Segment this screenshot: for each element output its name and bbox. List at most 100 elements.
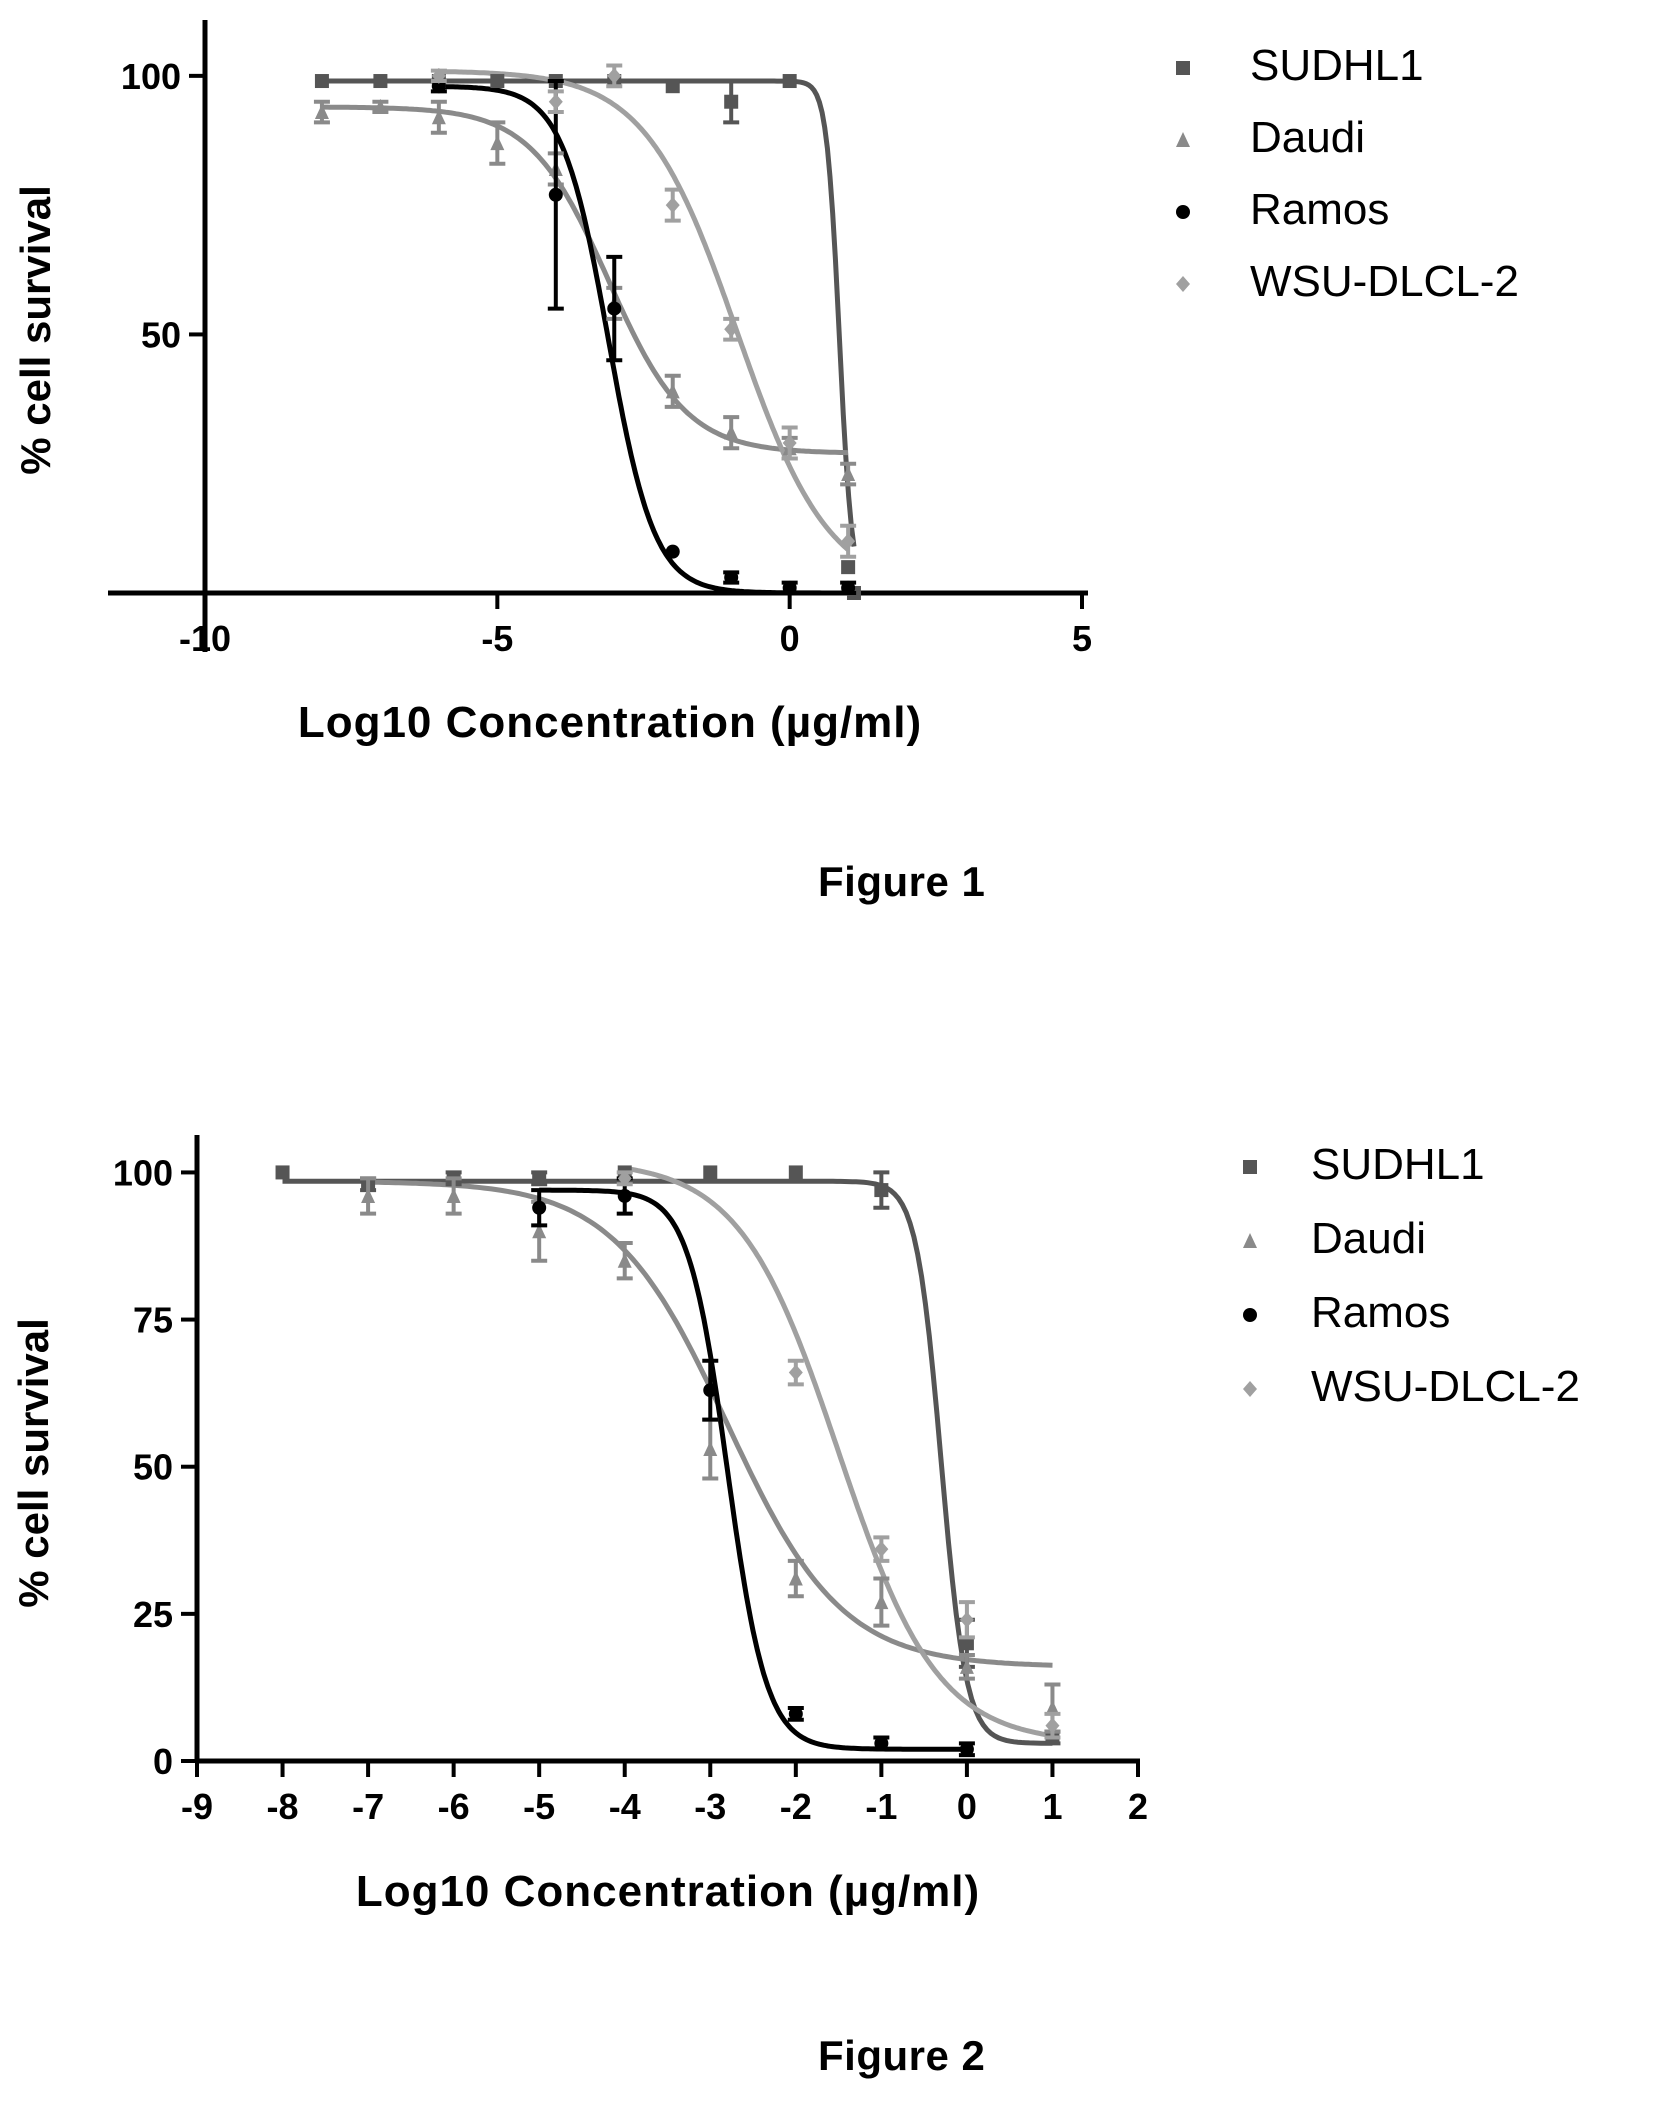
data-point bbox=[724, 321, 739, 338]
data-point bbox=[490, 74, 505, 89]
legend-label: Daudi bbox=[1250, 113, 1365, 162]
data-point bbox=[314, 104, 329, 120]
fit-curve-ramos bbox=[539, 1187, 967, 1752]
y-tick-label: 50 bbox=[133, 1447, 173, 1488]
data-point bbox=[548, 93, 563, 110]
figure-1-chart: 50 100 -10 -5 0 5 Log10 Concentration (µg/ml)%… bbox=[12, 20, 1519, 747]
x-tick-label: -1 bbox=[865, 1786, 897, 1827]
data-point bbox=[782, 74, 797, 89]
x-axis-label: Log10 Concentration (µg/ml) bbox=[356, 1867, 980, 1916]
data-point bbox=[665, 79, 680, 94]
x-tick-label: -2 bbox=[780, 1786, 812, 1827]
legend-marker bbox=[1176, 61, 1190, 75]
data-point bbox=[617, 1188, 632, 1203]
x-tick-label: -8 bbox=[267, 1786, 299, 1827]
y-tick-label: 25 bbox=[133, 1594, 173, 1635]
fit-curve-daudi bbox=[321, 104, 849, 456]
fit-curve-sudhl1 bbox=[282, 1178, 1053, 1746]
legend-marker bbox=[1243, 1160, 1257, 1174]
data-point bbox=[724, 94, 739, 109]
y-tick-label: 0 bbox=[153, 1741, 173, 1782]
fit-curve-wsu-dlcl-2 bbox=[438, 69, 850, 552]
data-point bbox=[548, 187, 563, 202]
data-point bbox=[959, 1636, 974, 1651]
data-point bbox=[724, 424, 739, 440]
data-point bbox=[874, 1183, 889, 1198]
x-tick-label: -3 bbox=[694, 1786, 726, 1827]
fit-curve-sudhl1 bbox=[321, 78, 857, 547]
figure-1-caption: Figure 1 bbox=[818, 858, 986, 905]
x-tick-label: 2 bbox=[1128, 1786, 1148, 1827]
legend-marker bbox=[1243, 1233, 1257, 1248]
legend-marker bbox=[1176, 132, 1190, 147]
figure-2: 0 25 50 75 100 -9 -8 -7 -6 -5 -4 -3 -2 -1 0 1 2 Log10 Con… bbox=[0, 1100, 1653, 2125]
x-tick-label: 1 bbox=[1042, 1786, 1062, 1827]
data-point bbox=[490, 135, 505, 151]
data-point bbox=[874, 1594, 889, 1610]
data-point bbox=[665, 544, 680, 559]
data-point bbox=[665, 197, 680, 214]
data-point bbox=[532, 1223, 547, 1239]
x-tick-label: -4 bbox=[609, 1786, 641, 1827]
data-point bbox=[373, 98, 388, 114]
data-point bbox=[373, 74, 388, 89]
legend-label: Ramos bbox=[1311, 1288, 1450, 1337]
data-point bbox=[788, 1364, 803, 1381]
data-point bbox=[703, 1441, 718, 1457]
data-point bbox=[788, 1165, 803, 1180]
legend-label: SUDHL1 bbox=[1311, 1140, 1485, 1189]
figure-2-chart: 0 25 50 75 100 -9 -8 -7 -6 -5 -4 -3 -2 -1 0 1 2 Log10 Con… bbox=[10, 1135, 1580, 1916]
x-axis-label: Log10 Concentration (µg/ml) bbox=[298, 698, 922, 747]
x-tick-label: 5 bbox=[1072, 618, 1092, 659]
data-point bbox=[959, 1611, 974, 1628]
y-axis-label: % cell survival bbox=[10, 1318, 57, 1608]
data-point bbox=[665, 383, 680, 399]
y-tick-label: 100 bbox=[113, 1152, 173, 1193]
data-point bbox=[607, 67, 622, 84]
legend-label: WSU-DLCL-2 bbox=[1311, 1362, 1580, 1411]
x-tick-label: -5 bbox=[523, 1786, 555, 1827]
x-tick-label: 0 bbox=[780, 618, 800, 659]
fit-curve-ramos bbox=[438, 84, 849, 596]
fit-curve-wsu-dlcl-2 bbox=[624, 1165, 1053, 1739]
x-tick-label: -5 bbox=[481, 618, 513, 659]
legend-marker bbox=[1176, 276, 1190, 292]
figure-2-caption: Figure 2 bbox=[818, 2032, 986, 2079]
data-point bbox=[617, 1170, 632, 1187]
data-point bbox=[314, 74, 329, 89]
data-point bbox=[959, 1658, 974, 1674]
data-point bbox=[724, 570, 739, 585]
x-tick-label: -9 bbox=[181, 1786, 213, 1827]
x-tick-label: 0 bbox=[957, 1786, 977, 1827]
data-point bbox=[431, 67, 446, 84]
data-point bbox=[532, 1200, 547, 1215]
data-point bbox=[788, 1570, 803, 1586]
legend-label: SUDHL1 bbox=[1250, 41, 1424, 90]
x-tick-label: -7 bbox=[352, 1786, 384, 1827]
legend-marker bbox=[1243, 1381, 1257, 1397]
data-point bbox=[607, 301, 622, 316]
data-point bbox=[431, 109, 446, 125]
data-point bbox=[1045, 1717, 1060, 1734]
legend-marker bbox=[1176, 205, 1190, 219]
data-point bbox=[532, 1171, 547, 1186]
x-tick-label: -6 bbox=[438, 1786, 470, 1827]
data-point bbox=[617, 1252, 632, 1268]
legend-label: WSU-DLCL-2 bbox=[1250, 257, 1519, 306]
data-point bbox=[841, 533, 856, 550]
data-point bbox=[874, 1541, 889, 1558]
data-point bbox=[703, 1383, 718, 1398]
data-point bbox=[874, 1736, 889, 1751]
y-tick-label: 75 bbox=[133, 1300, 173, 1341]
x-tick-label: -10 bbox=[179, 618, 231, 659]
data-point bbox=[959, 1742, 974, 1757]
legend-marker bbox=[1243, 1308, 1257, 1322]
y-tick-label: 50 bbox=[141, 314, 181, 355]
data-point bbox=[361, 1187, 376, 1203]
data-point bbox=[841, 560, 856, 575]
data-point bbox=[841, 580, 856, 595]
y-axis-label: % cell survival bbox=[12, 185, 59, 475]
data-point bbox=[1045, 1700, 1060, 1716]
y-tick-label: 100 bbox=[121, 56, 181, 97]
data-point bbox=[788, 1706, 803, 1721]
